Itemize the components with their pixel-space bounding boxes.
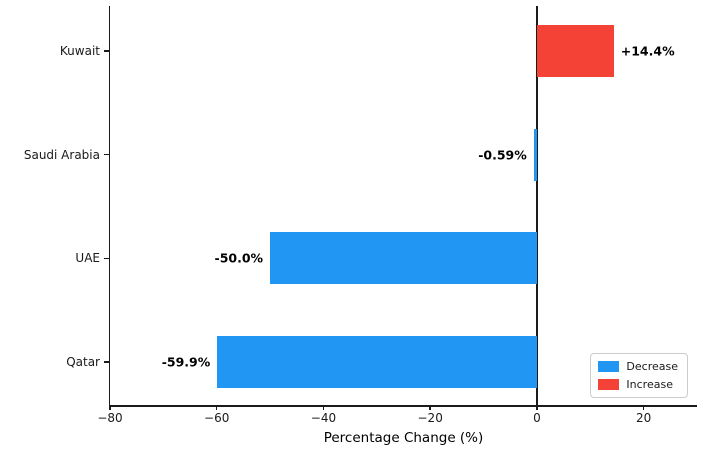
bar-uae: [270, 232, 537, 285]
legend: Decrease Increase: [590, 353, 688, 398]
bar-qatar: [217, 335, 537, 388]
x-axis-tick-mark: [109, 405, 111, 410]
x-axis-tick-label: 20: [635, 411, 652, 425]
x-axis-tick-label: −40: [310, 411, 337, 425]
y-axis-tick-mark: [103, 153, 109, 156]
legend-label-decrease: Decrease: [626, 360, 678, 373]
y-axis-tick-label-uae: UAE: [75, 251, 100, 266]
legend-item-increase: Increase: [598, 378, 678, 391]
x-axis-tick-mark: [322, 405, 325, 410]
legend-swatch-decrease: [598, 361, 620, 372]
x-axis-tick-mark: [429, 405, 431, 410]
y-axis-tick-label-kuwait: Kuwait: [59, 43, 100, 58]
x-axis-tick-label: −20: [417, 411, 443, 425]
x-axis-tick-mark: [642, 405, 645, 410]
plot-area: +14.4% -0.59% -50.0% -59.9% Decrease Increa…: [108, 6, 697, 407]
bar-saudi-arabia: [533, 128, 537, 181]
x-axis-tick-mark: [536, 405, 538, 410]
x-axis-title: Percentage Change (%): [323, 430, 484, 446]
bar-kuwait: [536, 25, 614, 77]
legend-label-increase: Increase: [626, 378, 673, 391]
y-axis-line: [108, 6, 110, 405]
legend-item-decrease: Decrease: [598, 360, 678, 373]
x-axis-line: [108, 405, 697, 407]
y-axis-tick-label-qatar: Qatar: [66, 354, 100, 369]
bar-value-label-uae: -50.0%: [214, 250, 264, 266]
x-axis-tick-mark: [215, 405, 218, 410]
x-axis-tick-label: −80: [97, 411, 123, 425]
bar-value-label-kuwait: +14.4%: [620, 43, 675, 59]
bar-value-label-qatar: -59.9%: [161, 354, 211, 370]
zero-baseline: [536, 6, 538, 405]
y-axis-tick-mark: [103, 361, 109, 363]
x-axis-tick-label: −60: [204, 411, 230, 425]
legend-swatch-increase: [598, 379, 620, 390]
bar-value-label-saudi-arabia: -0.59%: [478, 147, 527, 163]
x-axis-tick-label: 0: [533, 411, 541, 425]
y-axis-tick-mark: [103, 50, 109, 52]
y-axis-tick-label-saudi-arabia: Saudi Arabia: [23, 147, 100, 162]
y-axis-tick-mark: [103, 257, 109, 259]
